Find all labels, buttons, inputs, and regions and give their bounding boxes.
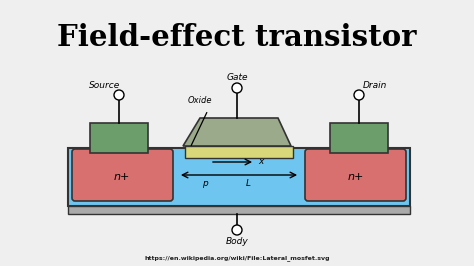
- Text: https://en.wikipedia.org/wiki/File:Lateral_mosfet.svg: https://en.wikipedia.org/wiki/File:Later…: [144, 255, 330, 261]
- Text: Source: Source: [90, 81, 120, 90]
- FancyBboxPatch shape: [305, 149, 406, 201]
- Text: x: x: [258, 157, 264, 167]
- Text: p: p: [202, 178, 208, 188]
- Bar: [90, 123, 148, 153]
- Bar: [68, 206, 410, 214]
- Bar: [68, 148, 410, 206]
- Text: Gate: Gate: [226, 73, 248, 82]
- Circle shape: [114, 90, 124, 100]
- Bar: [330, 123, 388, 153]
- Text: Field-effect transistor: Field-effect transistor: [57, 23, 417, 52]
- Text: Body: Body: [226, 238, 248, 247]
- Circle shape: [232, 83, 242, 93]
- Text: Drain: Drain: [363, 81, 387, 90]
- Text: n+: n+: [348, 172, 364, 182]
- Text: L: L: [246, 178, 250, 188]
- Circle shape: [354, 90, 364, 100]
- Text: Oxide: Oxide: [188, 96, 212, 105]
- Circle shape: [232, 225, 242, 235]
- Text: n+: n+: [114, 172, 130, 182]
- FancyBboxPatch shape: [72, 149, 173, 201]
- Bar: [185, 146, 293, 158]
- Polygon shape: [183, 118, 291, 146]
